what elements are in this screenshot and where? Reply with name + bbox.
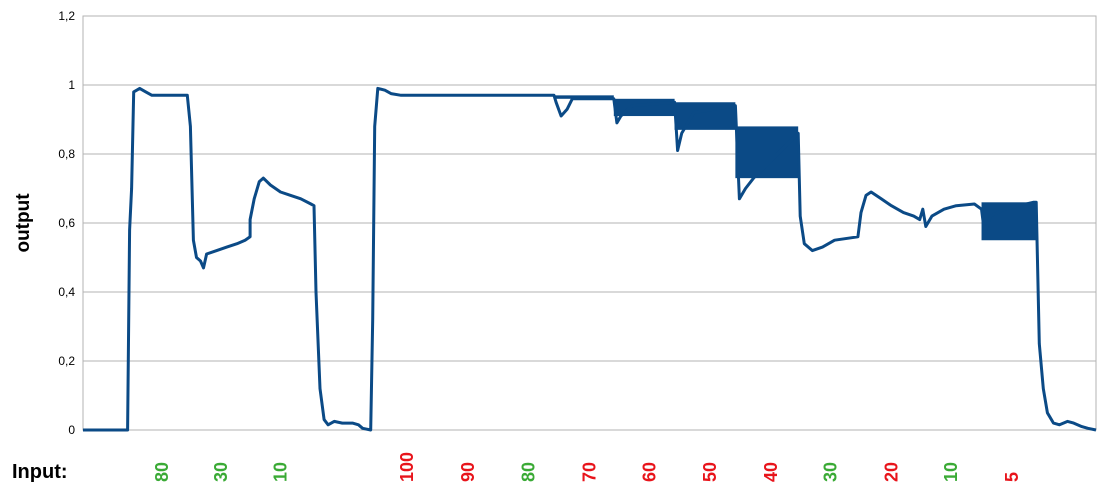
gridlines (82, 15, 1097, 431)
input-value-label: 30 (821, 462, 841, 482)
y-tick-label: 0,8 (58, 147, 75, 161)
input-row-label: Input: (12, 461, 68, 483)
input-value-label: 40 (761, 462, 781, 482)
input-value-label: 10 (271, 462, 291, 482)
oscillation-band (554, 95, 614, 99)
oscillation-band (735, 126, 799, 179)
input-value-label: 90 (458, 462, 478, 482)
input-value-label: 100 (397, 452, 417, 482)
input-value-label: 60 (639, 462, 659, 482)
input-value-label: 50 (700, 462, 720, 482)
y-axis-label: output (13, 193, 34, 253)
input-value-label: 5 (1002, 472, 1022, 482)
y-tick-label: 0 (68, 423, 75, 437)
oscillation-bands (554, 95, 1037, 241)
y-tick-label: 1,2 (58, 9, 75, 23)
y-axis-tick-labels: 0 0,2 0,4 0,6 0,8 1 1,2 (58, 9, 75, 437)
y-tick-label: 0,2 (58, 354, 75, 368)
y-tick-label: 0,6 (58, 216, 75, 230)
series-line (83, 86, 1097, 432)
y-tick-label: 0,4 (58, 285, 75, 299)
y-tick-label: 1 (68, 78, 75, 92)
input-value-label: 80 (152, 462, 172, 482)
input-value-label: 70 (580, 462, 600, 482)
input-value-label: 20 (881, 462, 901, 482)
input-value-label: 10 (941, 462, 961, 482)
input-row-values: 80 30 10 100 90 80 70 60 50 40 30 20 10 5 (152, 452, 1022, 482)
input-value-label: 30 (211, 462, 231, 482)
input-value-label: 80 (519, 462, 539, 482)
